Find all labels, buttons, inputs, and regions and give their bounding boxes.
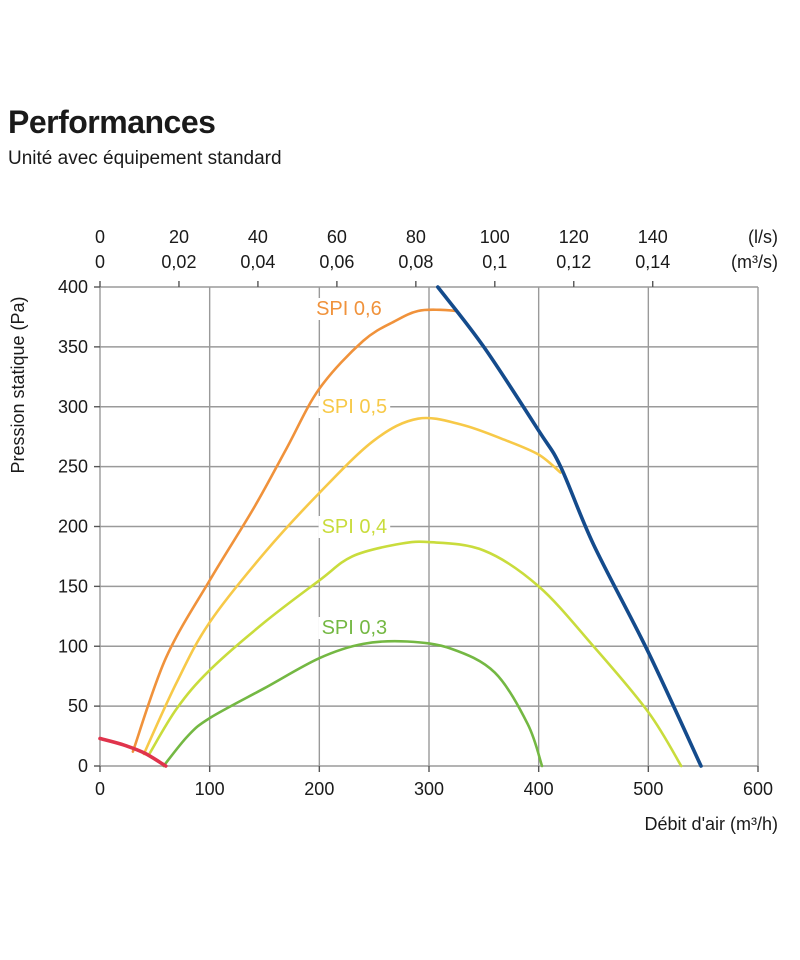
top-tick-label-m3s: 0,04 [240, 252, 275, 272]
top-tick-label-ls: 80 [406, 227, 426, 247]
top-tick-label-ls: 120 [559, 227, 589, 247]
x-tick-label: 0 [95, 779, 105, 799]
series-line [131, 308, 458, 753]
y-tick-label: 350 [58, 337, 88, 357]
series-line [148, 540, 683, 768]
y-tick-label: 100 [58, 636, 88, 656]
top-tick-label-m3s: 0,08 [398, 252, 433, 272]
top-tick-label-ls: 20 [169, 227, 189, 247]
x-tick-label: 500 [633, 779, 663, 799]
page-title: Performances [8, 104, 216, 140]
y-tick-label: 150 [58, 576, 88, 596]
top-tick-label-m3s: 0,02 [161, 252, 196, 272]
series-layer [98, 285, 703, 768]
x-tick-label: 100 [195, 779, 225, 799]
x-tick-label: 300 [414, 779, 444, 799]
series-label: SPI 0,3 [322, 617, 388, 639]
top-axis-unit-ls: (l/s) [748, 227, 778, 247]
top-tick-label-ls: 40 [248, 227, 268, 247]
x-axis-label: Débit d'air (m³/h) [645, 814, 778, 834]
top-tick-label-m3s: 0,12 [556, 252, 591, 272]
series-line [162, 639, 544, 768]
x-tick-label: 400 [524, 779, 554, 799]
y-tick-label: 250 [58, 457, 88, 477]
top-tick-label-m3s: 0,06 [319, 252, 354, 272]
y-tick-label: 0 [78, 756, 88, 776]
x-tick-label: 600 [743, 779, 773, 799]
top-axis-unit-m3s: (m³/s) [731, 252, 778, 272]
top-tick-label-ls: 100 [480, 227, 510, 247]
series-line [142, 416, 562, 756]
top-tick-label-ls: 140 [638, 227, 668, 247]
top-tick-label-m3s: 0,1 [482, 252, 507, 272]
label-layer: SPI 0,6 SPI 0,5 SPI 0,4 SPI 0,3 [313, 298, 391, 639]
y-tick-label: 50 [68, 696, 88, 716]
y-tick-label: 300 [58, 397, 88, 417]
series-label: SPI 0,5 [322, 396, 388, 418]
series-label-background [313, 298, 385, 320]
grid-layer [99, 286, 759, 767]
series-label: SPI 0,6 [316, 298, 382, 320]
x-tick-label: 200 [304, 779, 334, 799]
y-axis-label: Pression statique (Pa) [8, 296, 28, 473]
y-tick-label: 200 [58, 517, 88, 537]
series-label-background [318, 516, 391, 538]
series-label-background [318, 617, 391, 639]
series-label: SPI 0,4 [322, 516, 388, 538]
series-label-background [318, 396, 391, 418]
top-tick-label-m3s: 0,14 [635, 252, 670, 272]
page-subtitle: Unité avec équipement standard [8, 148, 282, 169]
top-tick-label-ls: 0 [95, 227, 105, 247]
min-curve-line [98, 736, 168, 768]
top-tick-label-ls: 60 [327, 227, 347, 247]
max-curve-line [436, 285, 703, 768]
top-tick-label-m3s: 0 [95, 252, 105, 272]
y-tick-label: 400 [58, 277, 88, 297]
